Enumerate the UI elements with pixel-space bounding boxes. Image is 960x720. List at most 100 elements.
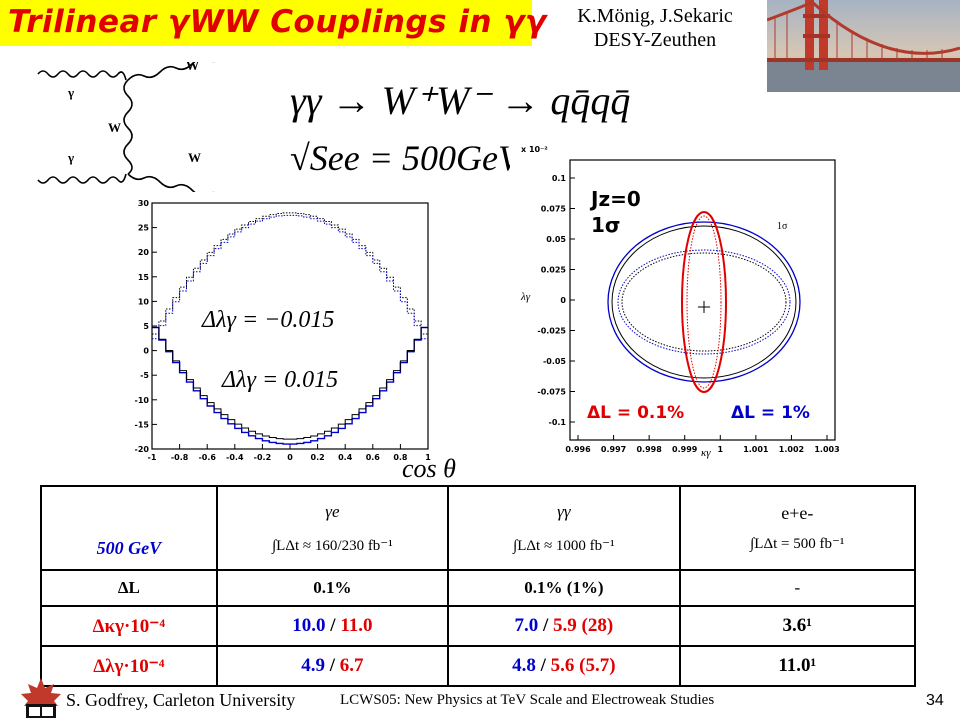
annotation-pos: Δλγ = 0.015 (221, 367, 338, 393)
jz-label: Jz=0 (589, 187, 641, 211)
central-point-marker (698, 301, 710, 313)
results-table: 500 GeV γe ∫LΔt ≈ 160/230 fb⁻¹ γγ ∫LΔt ≈… (40, 485, 917, 687)
blue-dotted-ellipse (617, 249, 791, 355)
histogram-x-tick: 0.2 (311, 453, 325, 462)
contour-y-tick: 0.05 (546, 235, 566, 244)
histogram-bottom-black-curve (152, 326, 428, 440)
histogram-y-tick: 0 (143, 347, 149, 356)
footer-conference: LCWS05: New Physics at TeV Scale and Ele… (340, 692, 715, 708)
table-header-ge: γe ∫LΔt ≈ 160/230 fb⁻¹ (215, 485, 450, 571)
row-dlam-ge: 4.9 / 6.7 (215, 645, 450, 687)
annotation-neg: Δλγ = −0.015 (201, 307, 334, 333)
xlabel-kappa: κγ (701, 447, 711, 459)
row-dlam-label: Δλγ·10⁻⁴ (40, 645, 218, 687)
table-header-ee: e+e- ∫LΔt = 500 fb⁻¹ (678, 485, 917, 571)
histogram-x-tick: -0.4 (226, 453, 244, 462)
svg-text:√See = 500GeV: √See = 500GeV (290, 138, 510, 178)
histogram-x-tick: 0.4 (338, 453, 353, 462)
header-ee-sym: e+e- (781, 503, 814, 523)
blue-outer-ellipse (607, 221, 801, 383)
page-number: 34 (926, 692, 944, 709)
row-dlam-ee: 11.0¹ (678, 645, 917, 687)
bridge-photo (767, 0, 960, 92)
histogram-x-tick: -1 (148, 453, 157, 462)
histogram-top-blue-curve (152, 214, 428, 340)
header-gg-lum: ∫LΔt ≈ 1000 fb⁻¹ (513, 537, 615, 554)
feyn-label-w-top: W (186, 62, 199, 73)
row-dlam-gg: 4.8 / 5.6 (5.7) (447, 645, 681, 687)
contour-plot: x 10⁻² 0.1 0.075 0.05 0.025 0 -0.025 -0.05 -0.0… (520, 145, 840, 459)
contour-x-tick: 1.001 (743, 445, 769, 454)
header-gg-sym: γγ (557, 501, 571, 521)
contour-y-tick: -0.025 (537, 327, 566, 336)
slide-title: Trilinear γWW Couplings in γγ (8, 4, 547, 40)
feyn-label-w-bottom: W (188, 150, 201, 165)
histogram-y-tick: -5 (140, 371, 149, 380)
xlabel-costheta: cos θ (402, 454, 456, 480)
contour-y-tick: -0.1 (549, 418, 567, 427)
dl-blue-label: ΔL = 1% (731, 403, 810, 423)
sigma-label: 1σ (591, 213, 621, 237)
histogram-y-tick: -10 (135, 396, 150, 405)
row-dk-label: Δκγ·10⁻⁴ (40, 605, 218, 647)
histogram-y-tick: 15 (138, 273, 150, 282)
row-dl-ee: - (678, 569, 917, 607)
row-dl-label: ΔL (40, 569, 218, 607)
contour-x-tick: 0.997 (601, 445, 626, 454)
header-ee-lum: ∫LΔt = 500 fb⁻¹ (750, 536, 845, 552)
contour-x-tick: 0.999 (672, 445, 698, 454)
red-inner-ellipse (686, 215, 722, 389)
histogram-x-tick: 0.8 (393, 453, 408, 462)
contour-x-tick: 0.998 (636, 445, 662, 454)
histogram-y-tick: 30 (138, 199, 150, 208)
histogram-y-tick: 25 (138, 224, 150, 233)
row-dk-gg: 7.0 / 5.9 (28) (447, 605, 681, 647)
contour-y-tick: 0.025 (541, 266, 567, 275)
contour-x-tick: 1 (717, 445, 723, 454)
contour-y-tick: 0.075 (541, 205, 567, 214)
feyn-label-gamma-top: γ (67, 85, 74, 100)
authors: K.Mönig, J.Sekaric DESY-Zeuthen (550, 4, 760, 52)
feyn-label-gamma-bottom: γ (67, 150, 74, 165)
dl-red-label: ΔL = 0.1% (587, 403, 684, 423)
authors-institute: DESY-Zeuthen (593, 29, 717, 51)
black-dotted-ellipse (621, 252, 787, 352)
contour-y-tick: -0.075 (537, 388, 566, 397)
histogram-x-tick: -0.2 (254, 453, 272, 462)
contour-x-tick: 1.002 (779, 445, 804, 454)
table-header-gg: γγ ∫LΔt ≈ 1000 fb⁻¹ (447, 485, 681, 571)
sigma-small-label: 1σ (777, 221, 788, 232)
histogram-y-tick: 20 (138, 248, 150, 257)
scale-note: x 10⁻² (521, 145, 548, 154)
header-ge-lum: ∫LΔt ≈ 160/230 fb⁻¹ (272, 537, 393, 554)
histogram-y-tick: -15 (135, 420, 150, 429)
histogram-x-tick: 1 (425, 453, 431, 462)
histogram-y-tick: 5 (143, 322, 149, 331)
contour-y-tick: 0.1 (552, 174, 567, 183)
feyn-label-w-mid: W (108, 120, 121, 135)
row-dk-ee: 3.6¹ (678, 605, 917, 647)
row-dl-ge: 0.1% (215, 569, 450, 607)
histogram-x-tick: -0.6 (198, 453, 216, 462)
university-logo (21, 678, 61, 718)
contour-x-tick: 0.996 (565, 445, 591, 454)
histogram-y-tick: -20 (135, 445, 150, 454)
title-banner (0, 0, 532, 46)
histogram-x-tick: -0.8 (171, 453, 189, 462)
histogram-x-tick: 0 (287, 453, 293, 462)
black-outer-ellipse (611, 225, 797, 379)
feynman-diagram: γ γ W W W (37, 62, 215, 192)
contour-y-tick: -0.05 (543, 357, 566, 366)
row-dk-ge: 10.0 / 11.0 (215, 605, 450, 647)
table-corner: 500 GeV (40, 485, 218, 571)
process-equation: γγ → W⁺W⁻ → qq̄qq̄ (290, 78, 630, 123)
svg-text:γγ → W⁺W⁻ → qq̄qq̄: γγ → W⁺W⁻ → qq̄qq̄ (290, 78, 630, 123)
header-ge-sym: γe (325, 501, 340, 521)
footer-author: S. Godfrey, Carleton University (66, 690, 296, 710)
contour-y-tick: 0 (560, 296, 566, 305)
contour-x-tick: 1.003 (814, 445, 839, 454)
histogram-top-curve (152, 212, 428, 335)
energy-equation: √See = 500GeV (290, 138, 510, 178)
red-outer-ellipse (681, 211, 727, 393)
